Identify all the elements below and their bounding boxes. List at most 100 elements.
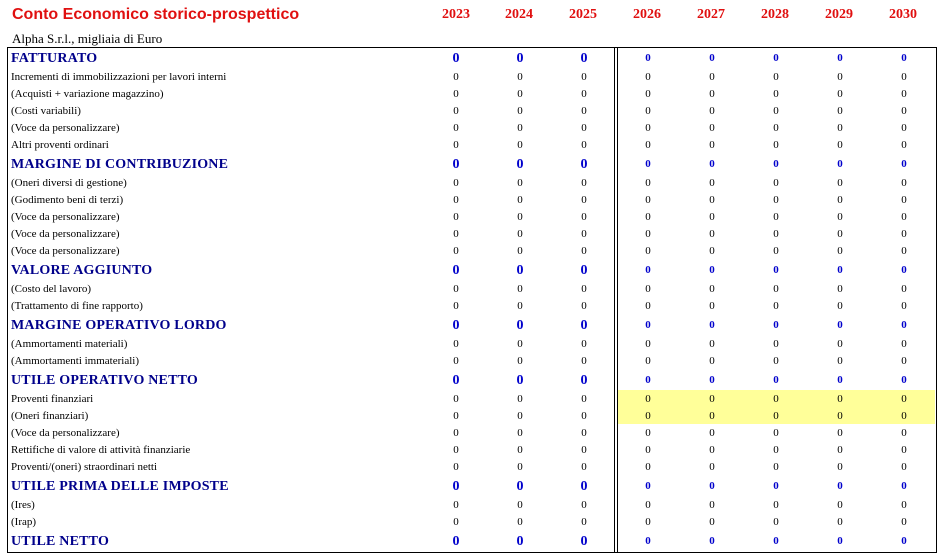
table-row: (Costi variabili) 0 0 0 0 0 0 0 0 (0, 103, 948, 120)
row-label: (Oneri finanziari) (11, 410, 89, 422)
value-cell: 0 (581, 410, 587, 422)
value-cell: 0 (901, 139, 907, 151)
value-cell: 0 (773, 338, 779, 350)
value-cell: 0 (773, 393, 779, 405)
value-cell: 0 (453, 194, 459, 206)
value-cell: 0 (453, 516, 459, 528)
row-label: Incrementi di immobilizzazioni per lavor… (11, 71, 227, 83)
row-label: (Voce da personalizzare) (11, 228, 120, 240)
row-label: UTILE OPERATIVO NETTO (11, 373, 198, 388)
value-cell: 0 (581, 283, 587, 295)
value-cell: 0 (709, 410, 715, 422)
year-header: 2025 (569, 7, 597, 22)
value-cell: 0 (709, 499, 715, 511)
row-label: (Acquisti + variazione magazzino) (11, 88, 164, 100)
value-cell: 0 (517, 71, 523, 83)
value-cell: 0 (645, 177, 651, 189)
value-cell: 0 (645, 410, 651, 422)
value-cell: 0 (901, 71, 907, 83)
value-cell: 0 (901, 535, 907, 547)
row-label: (Trattamento di fine rapporto) (11, 300, 143, 312)
value-cell: 0 (901, 374, 907, 386)
value-cell: 0 (901, 338, 907, 350)
value-cell: 0 (581, 88, 587, 100)
value-cell: 0 (645, 52, 651, 64)
value-cell: 0 (517, 139, 523, 151)
table-row: Altri proventi ordinari 0 0 0 0 0 0 0 0 (0, 137, 948, 154)
value-cell: 0 (453, 71, 459, 83)
value-cell: 0 (901, 122, 907, 134)
value-cell: 0 (581, 355, 587, 367)
table-row: Rettifiche di valore di attività finanzi… (0, 442, 948, 459)
value-cell: 0 (901, 410, 907, 422)
value-cell: 0 (645, 355, 651, 367)
value-cell: 0 (645, 374, 651, 386)
value-cell: 0 (517, 177, 523, 189)
value-cell: 0 (452, 479, 460, 494)
value-cell: 0 (837, 319, 843, 331)
value-cell: 0 (516, 263, 524, 278)
value-cell: 0 (773, 319, 779, 331)
row-label: (Ires) (11, 499, 35, 511)
value-cell: 0 (773, 71, 779, 83)
value-cell: 0 (709, 122, 715, 134)
highlighted-cells (617, 390, 935, 424)
value-cell: 0 (837, 245, 843, 257)
value-cell: 0 (773, 300, 779, 312)
subtotal-row: UTILE NETTO 0 0 0 0 0 0 0 0 (0, 531, 948, 552)
value-cell: 0 (773, 427, 779, 439)
value-cell: 0 (773, 480, 779, 492)
value-cell: 0 (901, 228, 907, 240)
value-cell: 0 (901, 461, 907, 473)
value-cell: 0 (517, 516, 523, 528)
subtotal-row: UTILE OPERATIVO NETTO 0 0 0 0 0 0 0 0 (0, 370, 948, 391)
table-row: (Voce da personalizzare) 0 0 0 0 0 0 0 0 (0, 243, 948, 260)
value-cell: 0 (901, 283, 907, 295)
value-cell: 0 (901, 319, 907, 331)
value-cell: 0 (901, 88, 907, 100)
value-cell: 0 (709, 88, 715, 100)
value-cell: 0 (837, 355, 843, 367)
historical-forecast-divider (617, 47, 618, 553)
value-cell: 0 (709, 245, 715, 257)
value-cell: 0 (516, 157, 524, 172)
value-cell: 0 (837, 393, 843, 405)
value-cell: 0 (709, 283, 715, 295)
row-label: Proventi/(oneri) straordinari netti (11, 461, 158, 473)
value-cell: 0 (773, 228, 779, 240)
value-cell: 0 (645, 461, 651, 473)
report-title: Conto Economico storico-prospettico (12, 6, 300, 23)
value-cell: 0 (837, 516, 843, 528)
value-cell: 0 (773, 410, 779, 422)
value-cell: 0 (580, 157, 588, 172)
value-cell: 0 (773, 355, 779, 367)
year-header: 2023 (442, 7, 470, 22)
subtotal-row: UTILE PRIMA DELLE IMPOSTE 0 0 0 0 0 0 0 0 (0, 476, 948, 497)
value-cell: 0 (709, 139, 715, 151)
row-label: Rettifiche di valore di attività finanzi… (11, 444, 191, 456)
value-cell: 0 (517, 283, 523, 295)
value-cell: 0 (709, 338, 715, 350)
value-cell: 0 (517, 228, 523, 240)
table-row: (Irap) 0 0 0 0 0 0 0 0 (0, 514, 948, 531)
value-cell: 0 (580, 318, 588, 333)
value-cell: 0 (773, 105, 779, 117)
value-cell: 0 (453, 122, 459, 134)
value-cell: 0 (645, 88, 651, 100)
value-cell: 0 (773, 461, 779, 473)
value-cell: 0 (837, 480, 843, 492)
value-cell: 0 (517, 122, 523, 134)
value-cell: 0 (773, 499, 779, 511)
table-row: (Oneri finanziari) 0 0 0 0 0 0 0 0 (0, 408, 948, 425)
value-cell: 0 (453, 300, 459, 312)
value-cell: 0 (645, 139, 651, 151)
value-cell: 0 (837, 264, 843, 276)
historical-forecast-divider (614, 47, 615, 553)
value-cell: 0 (581, 427, 587, 439)
value-cell: 0 (453, 177, 459, 189)
value-cell: 0 (773, 283, 779, 295)
value-cell: 0 (453, 338, 459, 350)
year-header: 2024 (505, 7, 533, 22)
value-cell: 0 (453, 499, 459, 511)
row-label: (Costo del lavoro) (11, 283, 92, 295)
